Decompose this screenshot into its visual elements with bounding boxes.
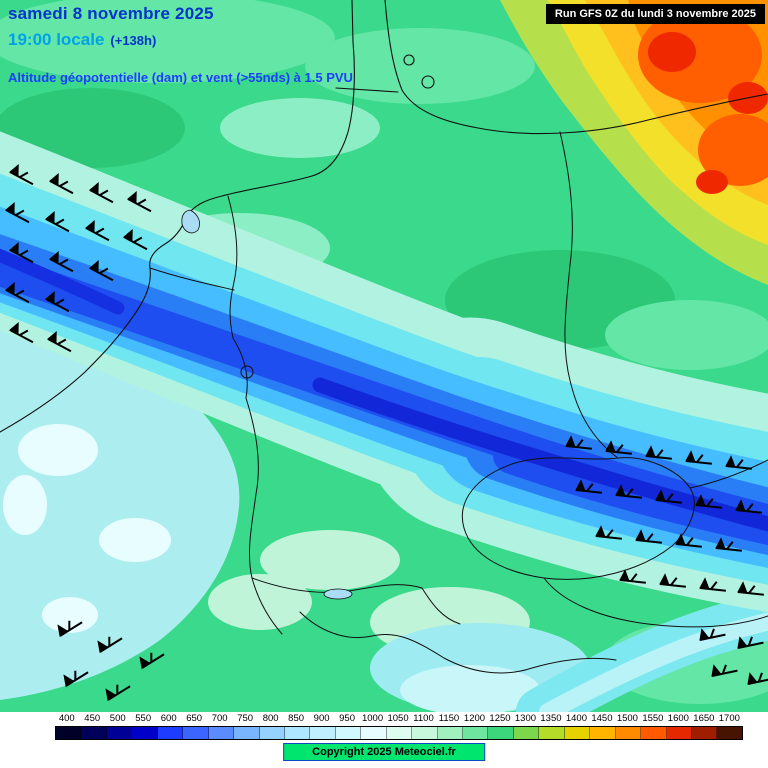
legend-color-cell (564, 727, 591, 739)
legend-value: 600 (160, 713, 177, 724)
coastline-borders (0, 0, 768, 433)
valid-date: samedi 8 novembre 2025 (8, 4, 214, 23)
legend-value: 1650 (693, 713, 715, 724)
map-parameter-title: Altitude géopotentielle (dam) et vent (>… (8, 70, 353, 85)
legend-value: 700 (211, 713, 228, 724)
legend-color-cell (335, 727, 362, 739)
legend-color-cell (361, 727, 387, 739)
legend-footer: 400 450 500 550 600 650 700 750 800 850 900 950 1000… (0, 712, 768, 768)
legend-value: 500 (109, 713, 126, 724)
legend-color-scale (55, 726, 743, 740)
legend-value: 450 (84, 713, 101, 724)
model-run-info: Run GFS 0Z du lundi 3 novembre 2025 (545, 4, 765, 24)
legend-color-cell (463, 727, 489, 739)
legend-value: 1100 (413, 713, 434, 724)
valid-time: 19:00 locale (+138h) (8, 30, 156, 50)
legend-value: 1450 (591, 713, 613, 724)
legend-value: 850 (288, 713, 305, 724)
legend-color-cell (81, 727, 107, 739)
legend-value: 800 (262, 713, 279, 724)
legend-value: 1700 (718, 713, 740, 724)
jet-band (0, 131, 768, 613)
pale-low-sector (0, 255, 768, 712)
legend-color-cell (310, 727, 336, 739)
legend-value: 1150 (438, 713, 460, 724)
map-svg (0, 0, 768, 712)
country-borders (149, 131, 768, 674)
legend-value: 1400 (565, 713, 587, 724)
legend-color-cell (691, 727, 718, 739)
legend-color-cell (157, 727, 184, 739)
legend-value: 1600 (667, 713, 689, 724)
legend-value: 1050 (387, 713, 409, 724)
high-geopotential-ridge (500, 0, 768, 285)
legend-value: 550 (135, 713, 152, 724)
legend-color-cell (259, 727, 285, 739)
valid-time-text: 19:00 locale (8, 30, 105, 49)
legend-value: 1550 (642, 713, 664, 724)
forecast-offset: (+138h) (110, 33, 157, 48)
legend-value: 750 (237, 713, 254, 724)
legend-color-cell (437, 727, 463, 739)
legend-color-cell (234, 727, 260, 739)
legend-color-cell (386, 727, 413, 739)
legend-color-cell (208, 727, 235, 739)
legend-color-cell (590, 727, 616, 739)
legend-color-cell (56, 727, 82, 739)
legend-scale-values: 400 450 500 550 600 650 700 750 800 850 900 950 1000… (54, 713, 742, 724)
legend-value: 400 (58, 713, 75, 724)
legend-color-cell (666, 727, 692, 739)
legend-value: 1500 (616, 713, 638, 724)
legend-value: 1300 (514, 713, 537, 724)
legend-color-cell (132, 727, 158, 739)
legend-value: 1350 (540, 713, 562, 724)
legend-color-cell (106, 727, 133, 739)
legend-color-cell (717, 727, 742, 739)
legend-value: 650 (186, 713, 203, 724)
legend-value: 1250 (489, 713, 511, 724)
legend-color-cell (513, 727, 540, 739)
lakes (181, 209, 353, 600)
legend-color-cell (412, 727, 438, 739)
legend-color-cell (183, 727, 209, 739)
legend-color-cell (615, 727, 642, 739)
copyright-label: Copyright 2025 Meteociel.fr (283, 743, 485, 761)
legend-color-cell (539, 727, 565, 739)
legend-color-cell (284, 727, 311, 739)
legend-value: 900 (313, 713, 330, 724)
legend-color-cell (488, 727, 514, 739)
legend-value: 1200 (463, 713, 486, 724)
legend-value: 1000 (361, 713, 384, 724)
legend-value: 950 (339, 713, 355, 724)
legend-color-cell (641, 727, 667, 739)
